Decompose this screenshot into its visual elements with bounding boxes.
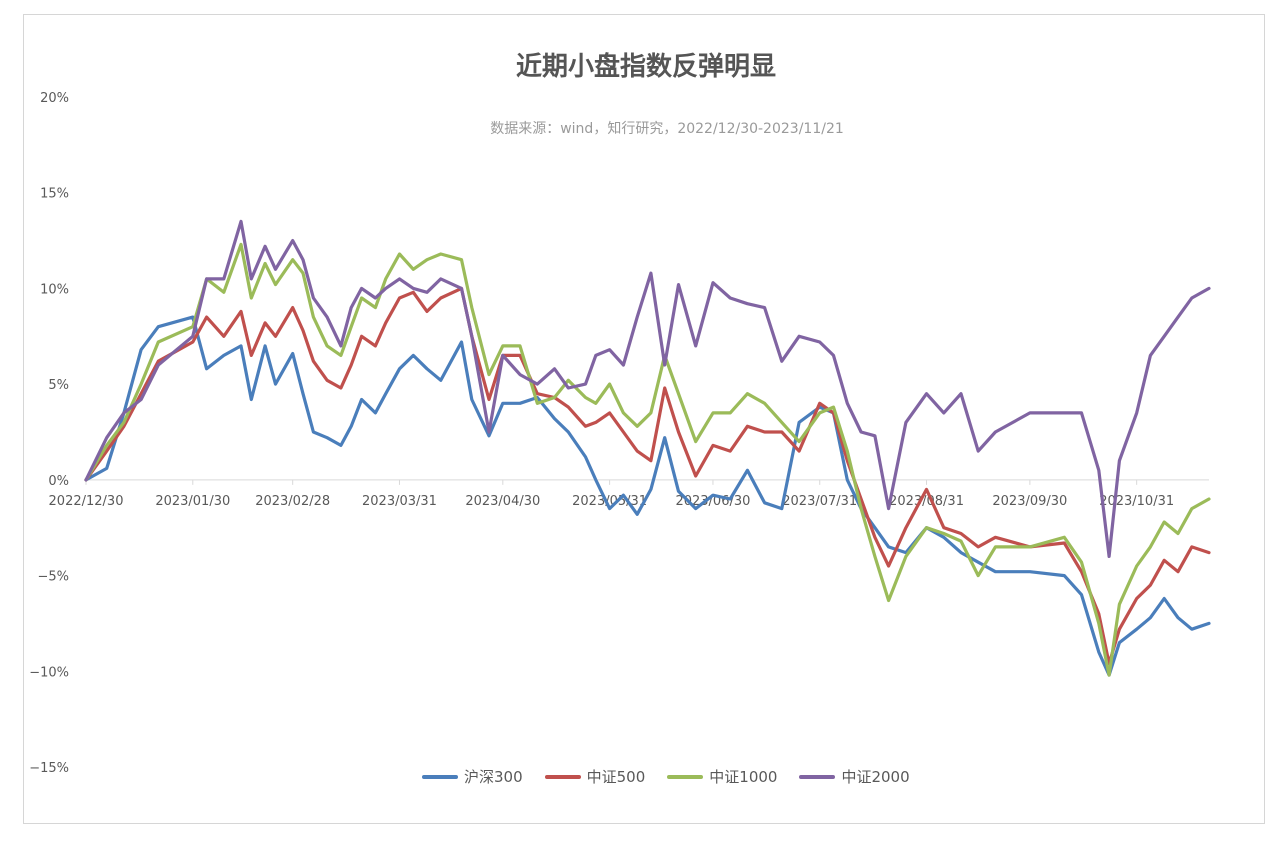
series-line-1 <box>84 315 1211 677</box>
series-line-3 <box>84 242 1211 677</box>
legend-swatch <box>667 774 704 779</box>
legend-item: 沪深300 <box>422 766 523 787</box>
x-tick-label: 2023/04/30 <box>465 494 540 509</box>
legend-item: 中证1000 <box>667 766 777 787</box>
x-tick-label: 2023/08/31 <box>889 494 964 509</box>
series-line-2 <box>84 286 1211 666</box>
legend-label: 中证2000 <box>841 768 910 786</box>
y-tick-label: −10% <box>29 665 69 680</box>
legend-swatch <box>422 774 458 779</box>
legend-item: 中证2000 <box>799 766 910 787</box>
legend-swatch <box>544 774 581 779</box>
legend-swatch <box>799 774 836 779</box>
x-tick-label: 2023/09/30 <box>992 494 1067 509</box>
x-tick-label: 2022/12/30 <box>49 494 124 509</box>
y-tick-label: −5% <box>37 570 69 585</box>
legend-label: 沪深300 <box>464 768 523 786</box>
x-tick-label: 2023/10/31 <box>1099 494 1174 509</box>
series-line-4 <box>84 219 1211 559</box>
y-tick-label: 0% <box>48 474 69 489</box>
x-tick-label: 2023/05/31 <box>572 494 647 509</box>
y-tick-label: 15% <box>40 187 69 202</box>
legend-item: 中证500 <box>544 766 646 787</box>
chart-legend: 沪深300 中证500 中证1000 中证2000 <box>422 766 910 787</box>
chart-title: 近期小盘指数反弹明显 <box>515 52 776 82</box>
legend-label: 中证1000 <box>709 768 778 786</box>
y-tick-label: 20% <box>40 91 69 106</box>
chart-subtitle: 数据来源：wind，知行研究，2022/12/30-2023/11/21 <box>490 121 844 137</box>
x-tick-label: 2023/03/31 <box>362 494 437 509</box>
legend-label: 中证500 <box>586 768 646 786</box>
x-tick-label: 2023/02/28 <box>255 494 330 509</box>
y-tick-label: 5% <box>48 378 69 393</box>
y-tick-label: −15% <box>29 761 69 776</box>
y-tick-label: 10% <box>40 282 69 297</box>
x-tick-label: 2023/01/30 <box>155 494 230 509</box>
x-tick-label: 2023/07/31 <box>782 494 857 509</box>
